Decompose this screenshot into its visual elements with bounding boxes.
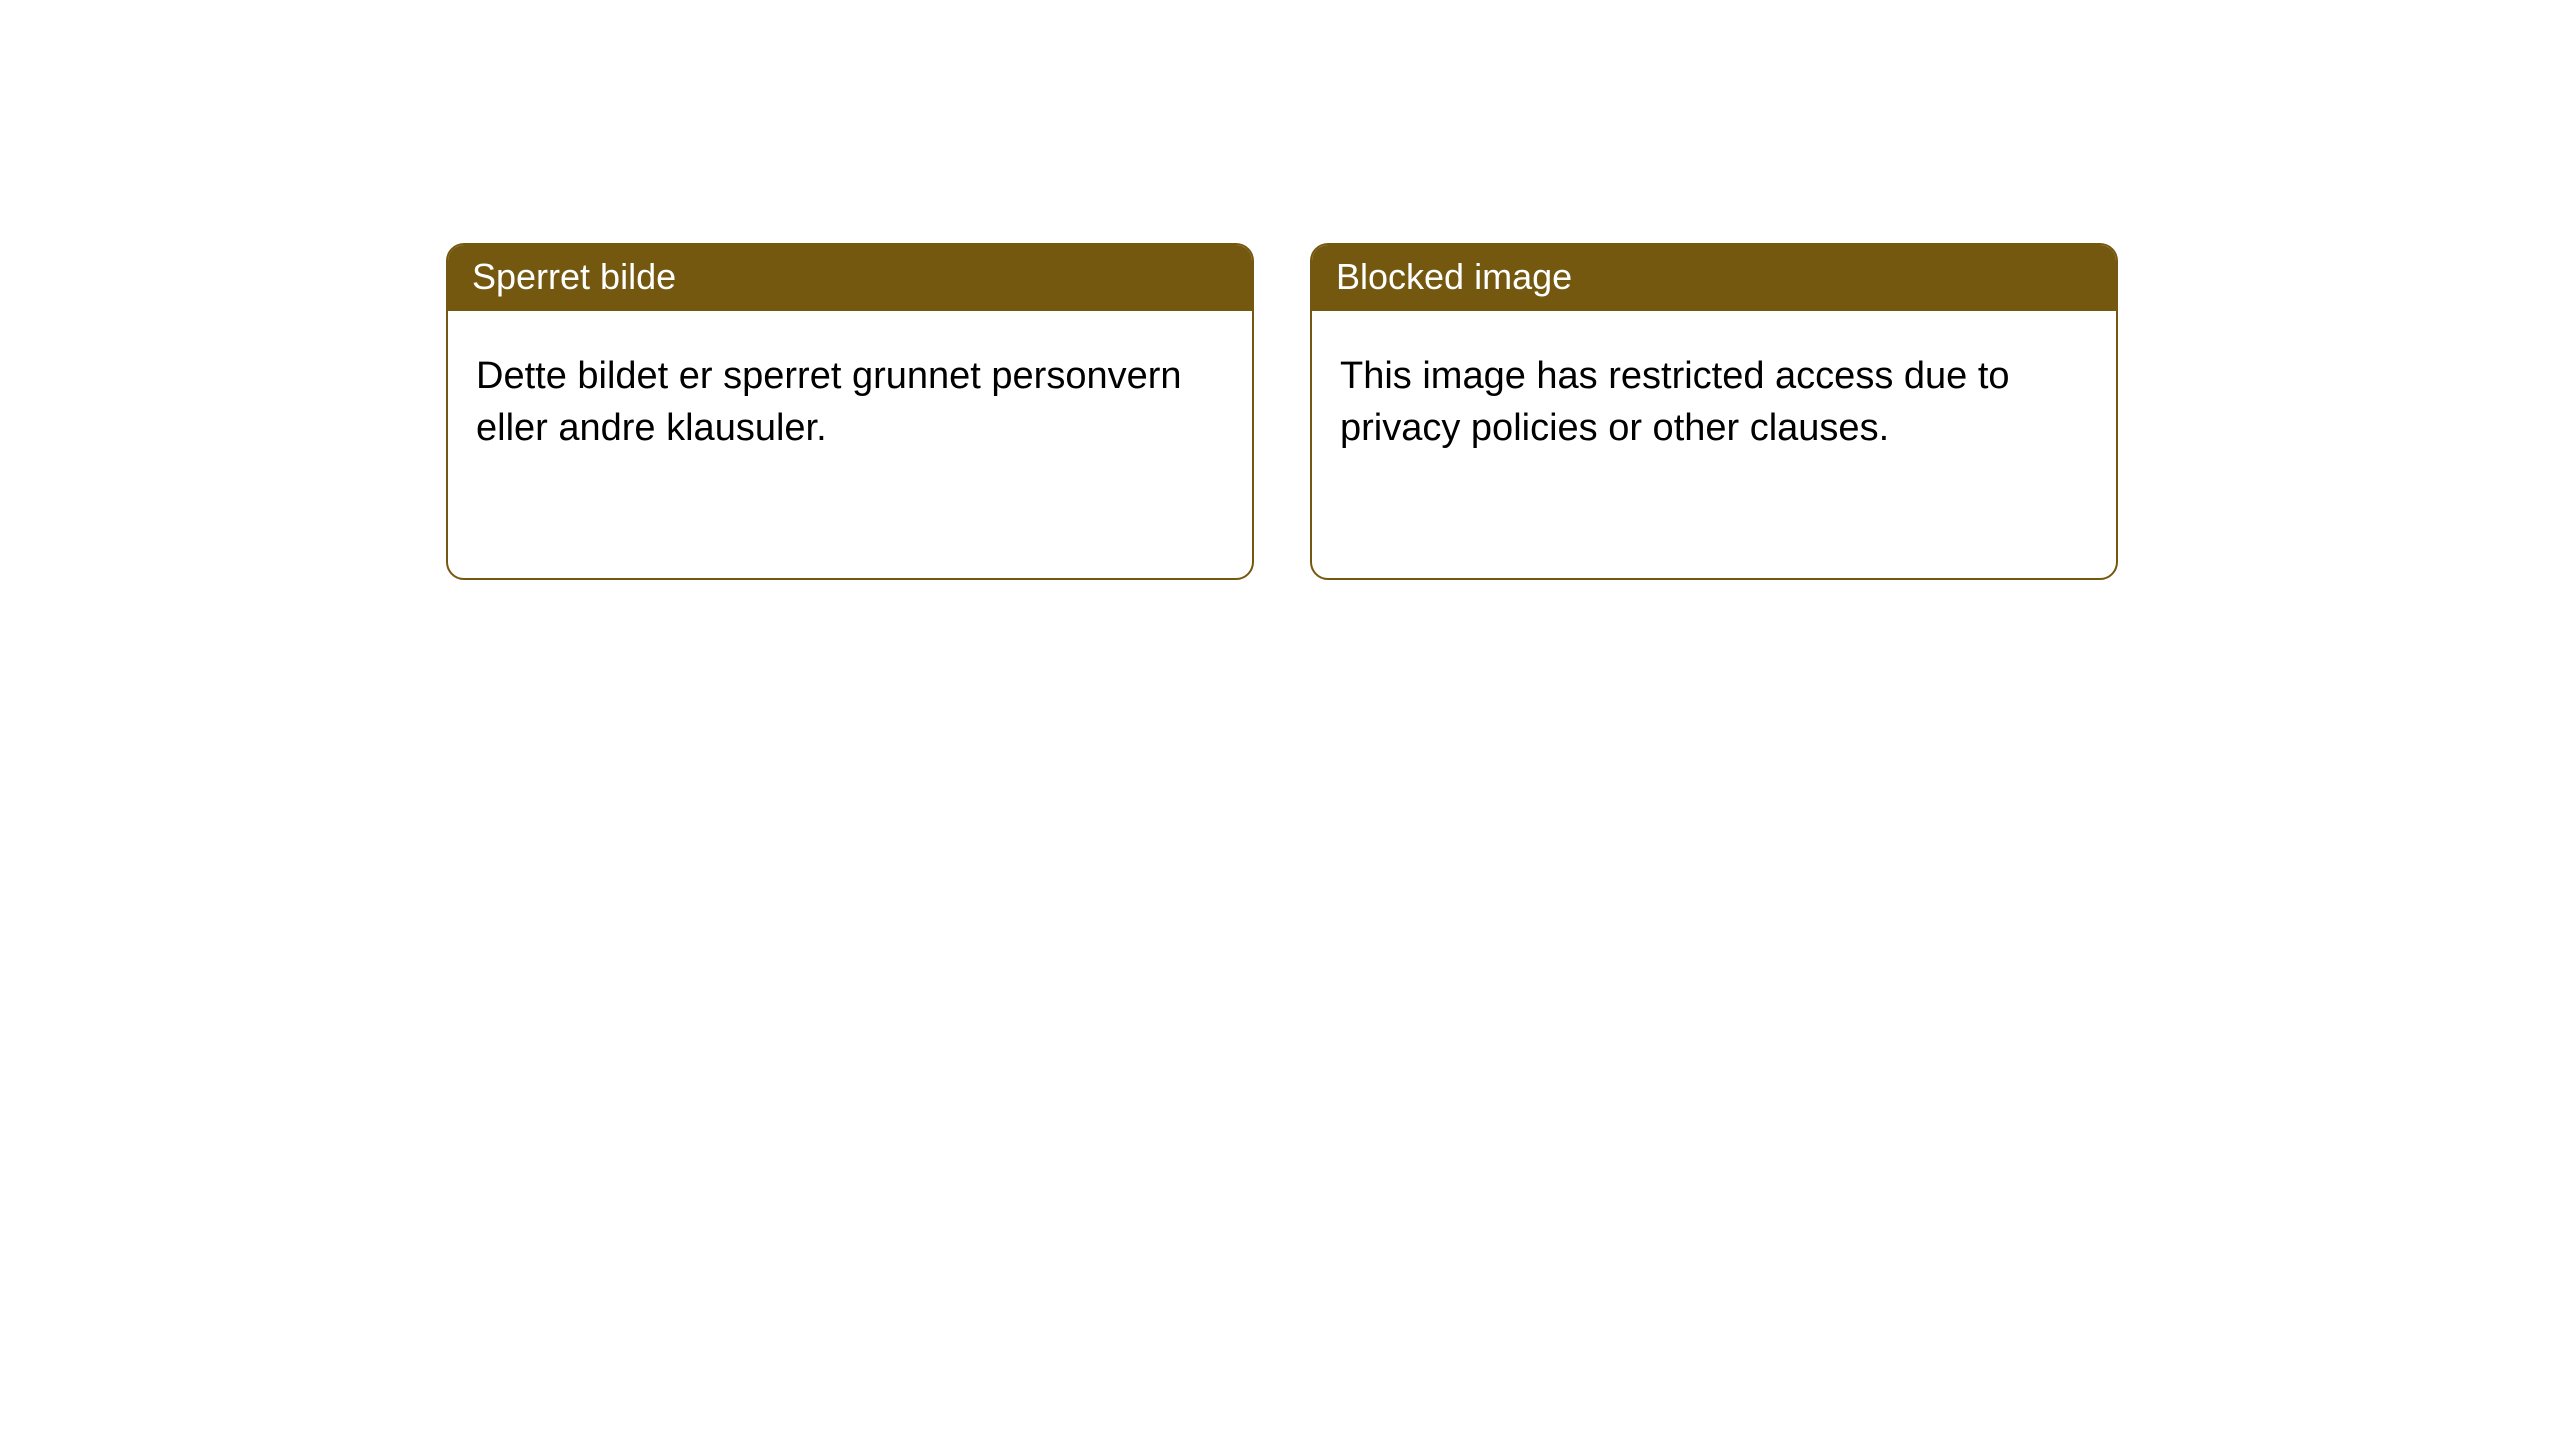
card-title: Blocked image [1336,256,1572,297]
card-body-text: This image has restricted access due to … [1340,355,2010,449]
card-title: Sperret bilde [472,256,676,297]
notice-container: Sperret bilde Dette bildet er sperret gr… [0,0,2560,580]
blocked-image-card-no: Sperret bilde Dette bildet er sperret gr… [446,243,1254,580]
card-header: Blocked image [1312,245,2116,311]
card-body: Dette bildet er sperret grunnet personve… [448,311,1252,482]
blocked-image-card-en: Blocked image This image has restricted … [1310,243,2118,580]
card-body-text: Dette bildet er sperret grunnet personve… [476,355,1182,449]
card-body: This image has restricted access due to … [1312,311,2116,482]
card-header: Sperret bilde [448,245,1252,311]
